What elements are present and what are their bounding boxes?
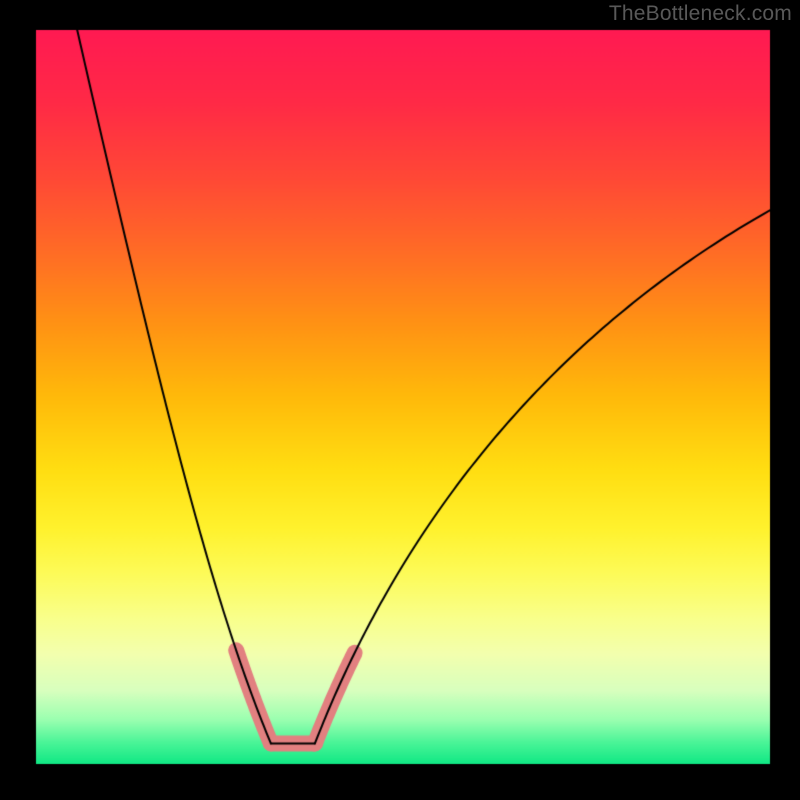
chart-stage: TheBottleneck.com — [0, 0, 800, 800]
chart-canvas — [0, 0, 800, 800]
watermark-text: TheBottleneck.com — [609, 2, 792, 26]
